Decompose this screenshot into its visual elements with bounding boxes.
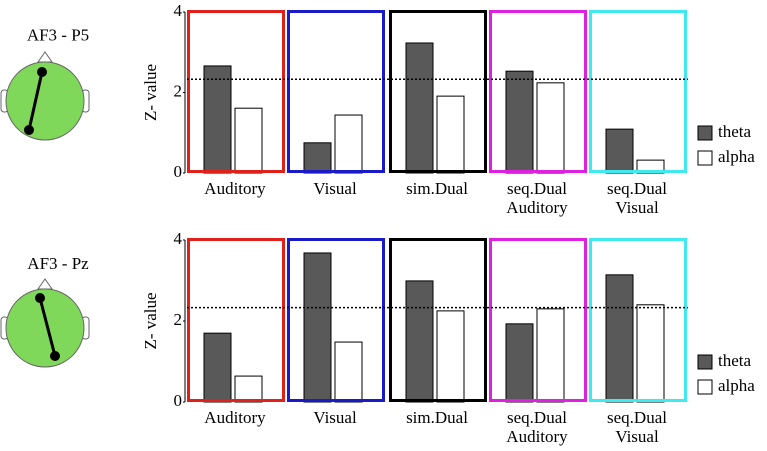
head-1 (0, 51, 90, 141)
scalp (5, 61, 85, 141)
x-tick-label: sim.Dual (406, 179, 468, 198)
x-tick-label: seq.Dual Visual (607, 179, 667, 217)
bar (303, 142, 332, 174)
connection (27, 71, 44, 131)
legend-swatch (697, 150, 713, 166)
y-tick-label: 2 (174, 81, 183, 100)
legend-label: alpha (718, 147, 755, 166)
head-title: AF3 - Pz (27, 254, 89, 273)
bar (636, 304, 665, 403)
y-tick-label: 4 (174, 1, 183, 20)
nose (37, 51, 53, 63)
legend-label: alpha (718, 376, 755, 395)
legend-label: theta (718, 351, 751, 370)
bar (436, 310, 465, 403)
nose (37, 278, 53, 290)
y-tick-label: 4 (174, 229, 183, 248)
bar (536, 82, 565, 174)
category-box (489, 238, 587, 402)
bar (605, 274, 634, 403)
category-box (589, 10, 687, 173)
x-tick-label: seq.Dual Auditory (506, 408, 568, 446)
legend-label: theta (718, 122, 751, 141)
category-box (287, 10, 385, 173)
bar (436, 95, 465, 174)
y-tick-label: 0 (174, 162, 183, 181)
bar (234, 375, 263, 403)
bar (405, 42, 434, 174)
electrode (24, 125, 34, 135)
bar (405, 280, 434, 403)
bar (334, 341, 363, 403)
y-tick-label: 2 (174, 310, 183, 329)
legend-swatch (697, 125, 713, 141)
legend-swatch (697, 379, 713, 395)
category-box (389, 238, 487, 402)
category-box (287, 238, 385, 402)
bar (505, 323, 534, 403)
x-tick-label: Visual (313, 408, 357, 427)
bar (605, 128, 634, 174)
electrode (35, 293, 45, 303)
category-box (589, 238, 687, 402)
legend-swatch (697, 354, 713, 370)
category-box (187, 238, 285, 402)
category-box (389, 10, 487, 173)
y-tick-label: 0 (174, 391, 183, 410)
connection (38, 297, 57, 357)
head-title: AF3 - P5 (27, 25, 89, 44)
bar (505, 70, 534, 174)
x-tick-label: seq.Dual Visual (607, 408, 667, 446)
y-axis-label: Z- value (141, 292, 160, 349)
x-tick-label: sim.Dual (406, 408, 468, 427)
x-tick-label: Visual (313, 179, 357, 198)
y-axis-label: Z- value (141, 64, 160, 121)
electrode (50, 351, 60, 361)
electrode (37, 67, 47, 77)
category-box (489, 10, 587, 173)
bar (203, 65, 232, 174)
head-2 (0, 278, 90, 368)
bar (303, 252, 332, 403)
bar (536, 308, 565, 403)
bar (234, 107, 263, 174)
scalp (5, 288, 85, 368)
x-tick-label: Auditory (204, 179, 266, 198)
x-tick-label: seq.Dual Auditory (506, 179, 568, 217)
bar (334, 114, 363, 174)
x-tick-label: Auditory (204, 408, 266, 427)
bar (203, 332, 232, 403)
category-box (187, 10, 285, 173)
